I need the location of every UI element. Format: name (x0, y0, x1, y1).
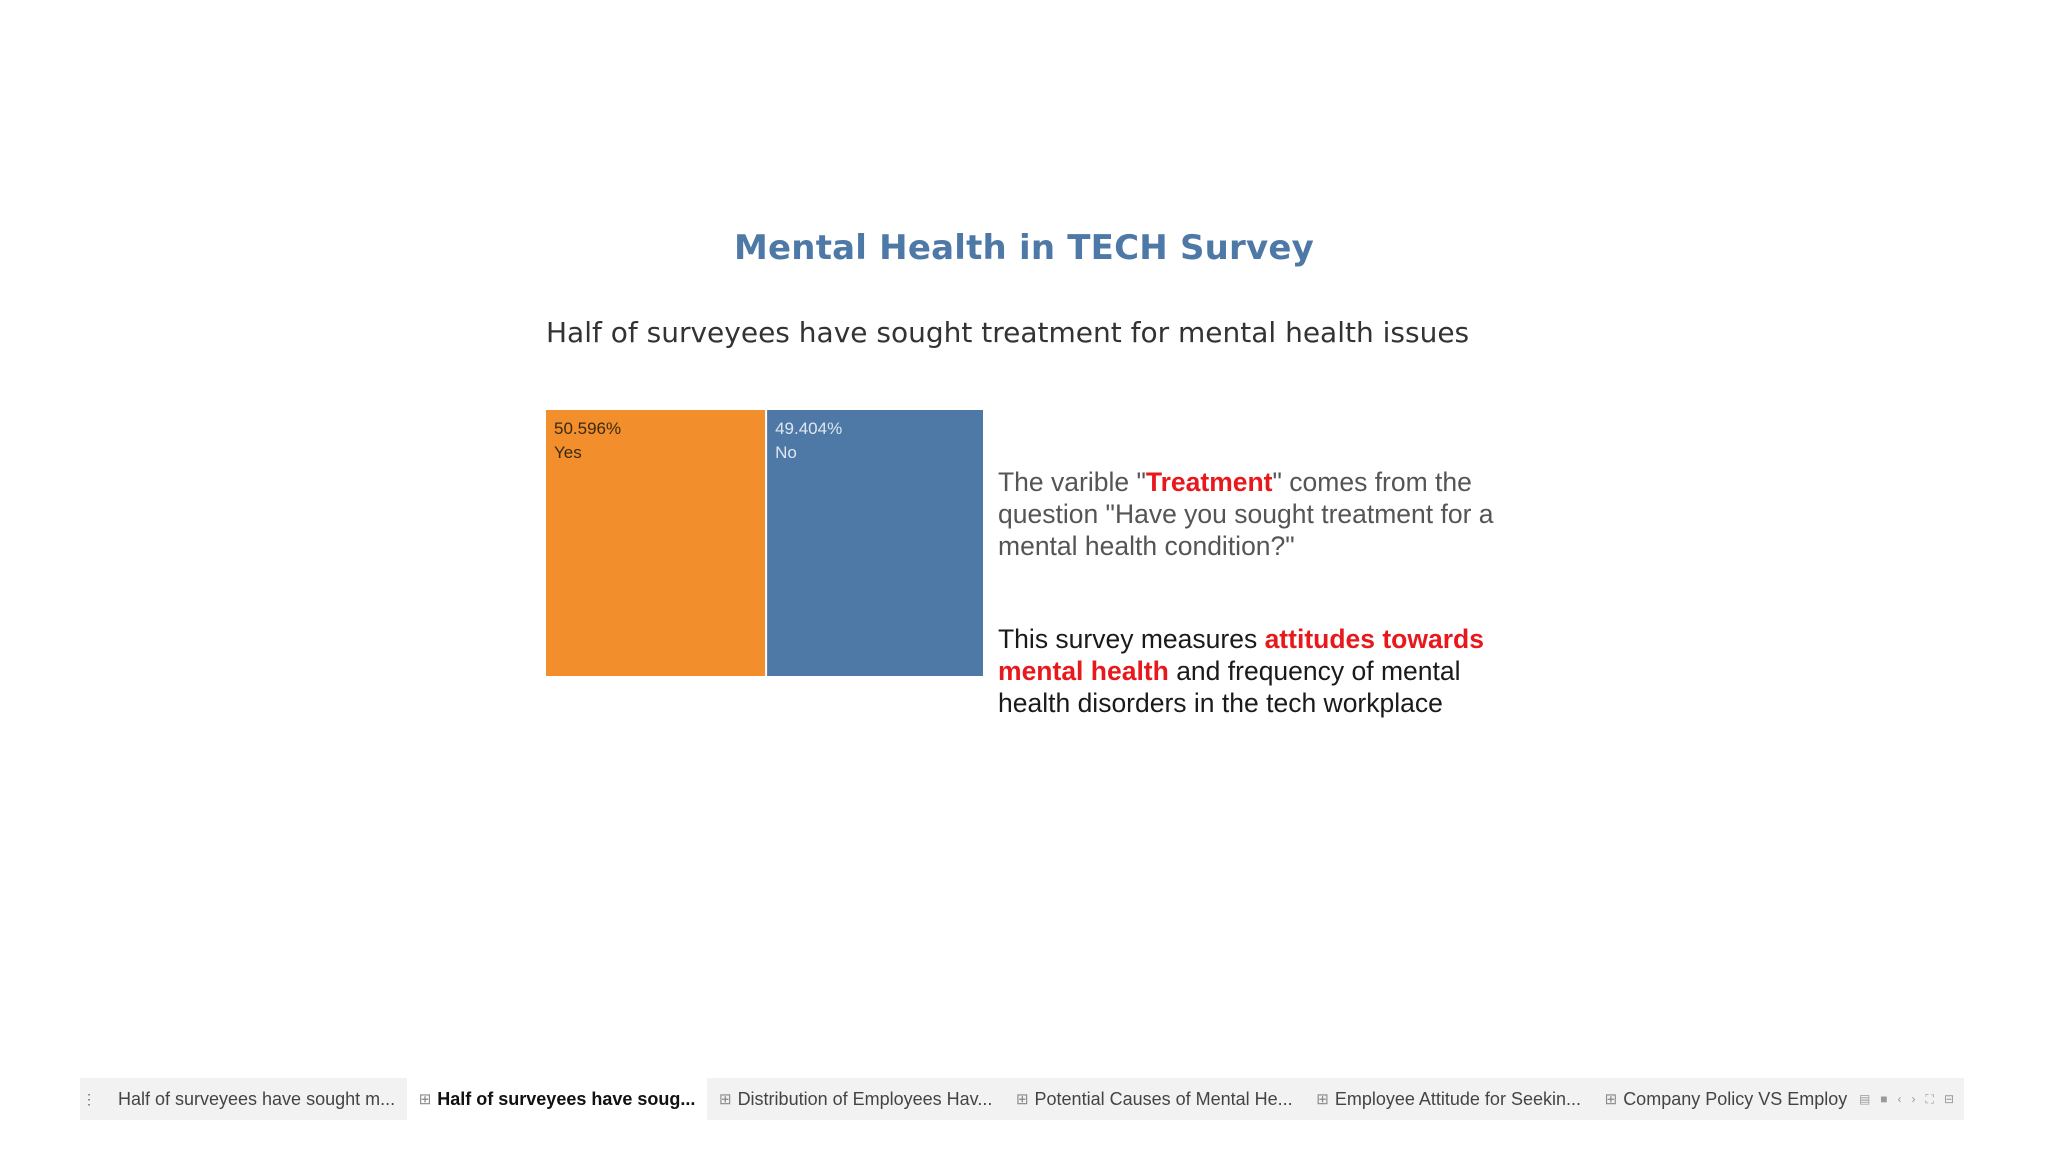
tab-sheet-2[interactable]: ⊞ Half of surveyees have soug... (406, 1078, 707, 1120)
presentation-icon[interactable]: ⊟ (1943, 1092, 1954, 1106)
previous-icon[interactable]: ‹ (1897, 1092, 1902, 1106)
treatment-note-post: " comes from the question "Have you soug… (998, 467, 1494, 561)
treatment-note-highlight: Treatment (1145, 467, 1273, 497)
treemap-chart: 50.596% Yes 49.404% No (546, 410, 983, 676)
survey-note: This survey measures attitudes towards m… (998, 623, 1518, 719)
tab-label: Half of surveyees have soug... (437, 1088, 695, 1109)
dashboard-icon: ⊞ (1316, 1091, 1329, 1108)
tab-sheet-4[interactable]: ⊞ Potential Causes of Mental He... (1004, 1078, 1304, 1120)
survey-note-post: and frequency of mental health disorders… (998, 656, 1461, 718)
tab-label: Employee Attitude for Seekin... (1334, 1088, 1581, 1109)
dashboard-icon: ⊞ (1015, 1091, 1029, 1108)
treatment-note-pre: The varible " (998, 467, 1146, 497)
tab-label: Company Policy VS Employ (1623, 1088, 1847, 1109)
tab-sheet-3[interactable]: ⊞ Distribution of Employees Hav... (707, 1078, 1004, 1120)
treemap-cell-yes[interactable] (546, 410, 766, 676)
tab-label: Distribution of Employees Hav... (737, 1088, 992, 1109)
tab-label: Half of surveyees have sought m... (117, 1088, 395, 1109)
treemap-cell-no[interactable] (767, 410, 983, 676)
page-title: Mental Health in TECH Survey (734, 228, 1314, 268)
dashboard-icon: ⊞ (418, 1091, 432, 1108)
survey-note-pre: This survey measures (998, 624, 1265, 654)
sheet-tab-bar: ⋮ Half of surveyees have sought m... ⊞ H… (80, 1078, 1964, 1120)
sheet-list-icon[interactable]: ▤ (1858, 1092, 1871, 1106)
treatment-note: The varible "Treatment" comes from the q… (998, 466, 1518, 562)
chart-subtitle: Half of surveyees have sought treatment … (546, 316, 1470, 349)
treemap-category-label: No (775, 443, 797, 462)
treemap-category-label: Yes (554, 443, 582, 462)
survey-note-highlight: attitudes towards mental health (998, 624, 1484, 686)
tab-sheet-1[interactable]: Half of surveyees have sought m... (106, 1078, 407, 1120)
next-icon[interactable]: › (1911, 1092, 1916, 1106)
tab-scroll-left-icon[interactable]: ⋮ (82, 1090, 96, 1107)
treemap-value-label: 49.404% (775, 419, 842, 438)
tab-sheet-6[interactable]: ⊞ Company Policy VS Employ (1593, 1078, 1859, 1120)
filmstrip-icon[interactable]: ■ (1880, 1092, 1888, 1106)
tab-sheet-5[interactable]: ⊞ Employee Attitude for Seekin... (1304, 1078, 1592, 1120)
dashboard-icon: ⊞ (718, 1091, 732, 1108)
tab-label: Potential Causes of Mental He... (1034, 1088, 1293, 1109)
fullscreen-icon[interactable]: ⛶ (1925, 1091, 1934, 1106)
treemap-value-label: 50.596% (554, 419, 621, 438)
tab-controls: ▤ ■ ‹ › ⛶ ⊟ (1859, 1078, 1964, 1120)
dashboard-icon: ⊞ (1604, 1091, 1618, 1108)
